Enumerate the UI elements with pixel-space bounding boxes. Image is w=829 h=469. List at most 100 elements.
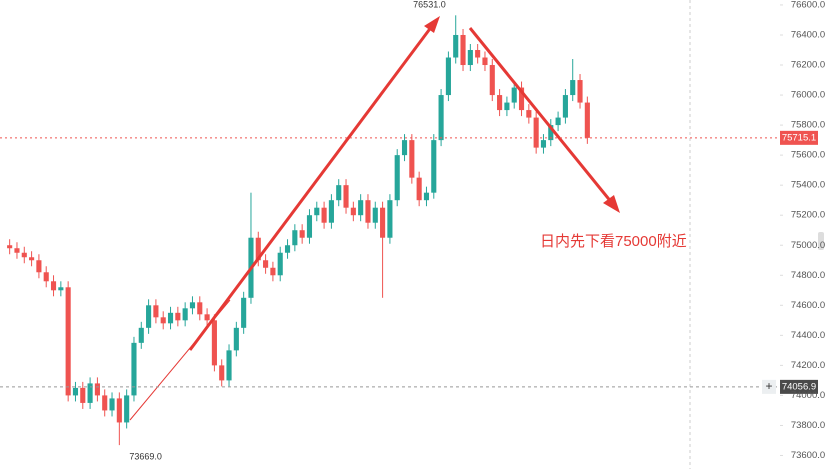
y-tick-label: 75600.0: [791, 150, 825, 161]
trend-arrow-down: [468, 27, 614, 204]
last-price-tag: [780, 130, 818, 145]
scroll-handle[interactable]: [818, 232, 824, 250]
y-tick-label: 75400.0: [791, 180, 825, 191]
candle-body: [511, 87, 517, 103]
candle-body: [138, 327, 144, 343]
crosshair-label: 74056.9: [782, 381, 816, 392]
candle-body: [358, 200, 364, 216]
y-tick-label: 75200.0: [791, 210, 825, 221]
y-tick-label: 74200.0: [791, 360, 825, 371]
candle-body: [14, 248, 20, 253]
plus-icon: +: [765, 379, 772, 393]
candle-body: [533, 117, 539, 148]
candle-body: [460, 34, 466, 66]
candle-body: [167, 312, 174, 324]
candle-body: [314, 207, 320, 216]
candle-body: [109, 398, 115, 411]
low-marker: 73669.0: [129, 451, 162, 461]
candle-body: [570, 80, 576, 96]
candle-body: [36, 260, 42, 273]
candle-body: [526, 110, 532, 118]
candle-body: [555, 117, 561, 126]
candle-body: [65, 287, 71, 396]
candle-body: [431, 140, 437, 193]
candle-body: [87, 383, 93, 403]
candle-body: [102, 395, 108, 411]
candle-body: [321, 207, 327, 223]
candle-body: [372, 207, 378, 223]
candle-body: [387, 200, 393, 238]
candle-body: [497, 95, 503, 111]
candle-body: [270, 267, 276, 276]
candle-body: [50, 281, 57, 291]
candle-body: [29, 257, 35, 261]
candles: [7, 15, 590, 446]
y-tick-label: 75800.0: [791, 120, 825, 131]
y-tick-label: 76000.0: [791, 90, 825, 101]
candle-body: [416, 177, 422, 201]
candle-body: [394, 155, 400, 201]
candle-body: [577, 80, 583, 103]
y-tick-label: 76600.0: [791, 0, 825, 10]
candle-body: [175, 312, 181, 321]
candle-body: [7, 245, 13, 249]
last-price-label: 75715.1: [782, 132, 816, 143]
y-tick-label: 76400.0: [791, 30, 825, 41]
candle-body: [482, 57, 488, 66]
candle-body: [548, 125, 554, 141]
candle-body: [72, 387, 79, 396]
candle-body: [263, 260, 269, 268]
arrow-head: [603, 195, 620, 213]
candle-body: [241, 297, 247, 328]
candle-body: [131, 342, 137, 396]
candle-body: [226, 350, 232, 381]
candle-body: [438, 95, 444, 141]
candle-body: [58, 287, 64, 291]
candle-body: [518, 87, 525, 111]
candle-body: [328, 200, 334, 223]
candle-body: [255, 237, 261, 261]
candle-body: [540, 140, 547, 148]
candle-body: [146, 305, 152, 328]
candle-body: [182, 308, 188, 321]
crosshair-plus[interactable]: [762, 379, 776, 394]
candle-body: [284, 245, 291, 253]
trend-arrow-up: [188, 25, 434, 351]
candle-body: [292, 230, 298, 246]
candle-body: [211, 320, 217, 366]
candle-body: [189, 302, 196, 309]
y-tick-label: 73800.0: [791, 420, 825, 431]
arrow-head: [424, 16, 440, 33]
candle-body: [277, 252, 283, 276]
candle-body: [350, 207, 356, 216]
y-tick-label: 76200.0: [791, 60, 825, 71]
candle-body: [116, 398, 122, 423]
candle-body: [299, 230, 305, 238]
y-tick-label: 75000.0: [791, 240, 825, 251]
candle-body: [453, 34, 459, 58]
crosshair-tag: [780, 379, 818, 394]
candle-body: [401, 140, 408, 156]
candle-body: [124, 395, 130, 423]
annotation: 日内先下看75000附近: [540, 233, 687, 250]
candle-body: [423, 192, 430, 201]
candle-body: [467, 50, 473, 66]
high-marker: 76531.0: [413, 0, 446, 10]
candle-body: [94, 383, 100, 396]
candle-body: [562, 95, 568, 118]
candle-body: [380, 207, 386, 238]
candle-body: [197, 302, 203, 315]
candle-body: [21, 252, 27, 258]
candle-body: [409, 140, 415, 178]
y-tick-label: 73600.0: [791, 450, 825, 461]
candle-body: [489, 65, 495, 96]
candle-body: [475, 50, 481, 58]
candle-body: [306, 215, 313, 238]
candle-body: [43, 272, 49, 282]
candle-body: [336, 185, 342, 201]
candle-body: [233, 327, 239, 351]
y-tick-label: 74600.0: [791, 300, 825, 311]
overlay: 75715.1 + 74056.9 76531.0 73669.0: [0, 0, 818, 461]
candle-body: [80, 387, 86, 403]
